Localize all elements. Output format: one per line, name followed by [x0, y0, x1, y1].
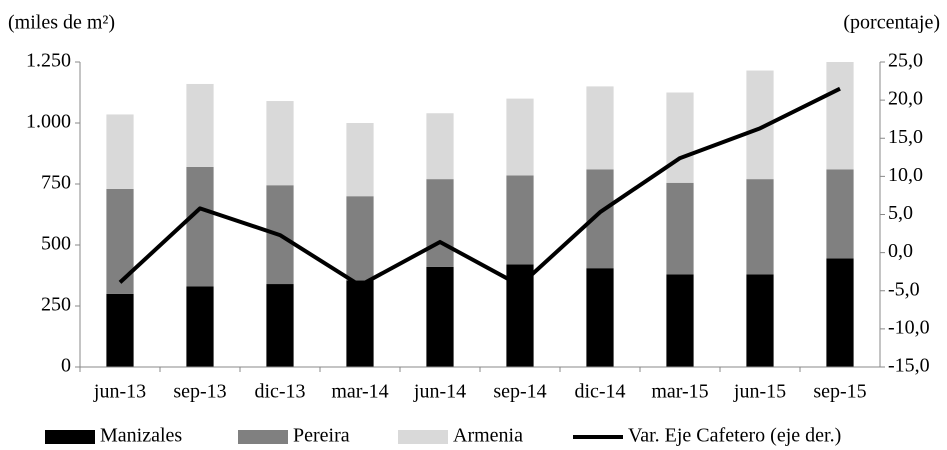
x-tick-label: dic-14	[574, 381, 625, 403]
x-tick-label: sep-15	[813, 381, 866, 403]
bar	[506, 98, 534, 176]
x-tick-label: mar-15	[651, 381, 708, 403]
y2-tick-label: 10,0	[888, 164, 923, 186]
legend-swatch	[238, 430, 288, 444]
y-tick-label: 0	[61, 355, 71, 377]
bar	[506, 175, 534, 265]
x-tick-label: jun-15	[733, 381, 786, 403]
x-tick-label: mar-14	[331, 381, 388, 403]
x-tick-label: dic-13	[254, 381, 305, 403]
bar	[106, 293, 134, 367]
bar	[186, 286, 214, 367]
bar	[266, 284, 294, 367]
bar	[266, 101, 294, 186]
y-tick-label: 1.250	[26, 50, 71, 72]
x-tick-label: jun-13	[93, 381, 146, 403]
y2-tick-label: 5,0	[888, 202, 913, 224]
bar	[346, 280, 374, 367]
bar	[106, 188, 134, 294]
y2-tick-label: 15,0	[888, 126, 923, 148]
bar	[346, 196, 374, 281]
bar	[666, 274, 694, 367]
legend-swatch	[45, 430, 95, 444]
x-tick-label: sep-14	[493, 381, 546, 403]
y-tick-label: 250	[41, 294, 71, 316]
legend-label: Var. Eje Cafetero (eje der.)	[628, 425, 841, 447]
bar	[666, 92, 694, 183]
bar	[826, 258, 854, 367]
y2-axis-label: (porcentaje)	[843, 12, 940, 34]
bar	[426, 266, 454, 367]
bar	[826, 62, 854, 170]
y-axis-label: (miles de m²)	[8, 12, 115, 34]
y2-tick-label: 20,0	[888, 88, 923, 110]
bar	[746, 179, 774, 275]
y-tick-label: 1.000	[26, 111, 71, 133]
bar	[746, 274, 774, 367]
legend-label: Manizales	[100, 425, 182, 447]
bar	[666, 182, 694, 275]
legend-label: Pereira	[293, 425, 350, 447]
y2-tick-label: -5,0	[888, 278, 920, 300]
x-tick-label: sep-13	[173, 381, 226, 403]
bar	[826, 169, 854, 259]
bar	[346, 123, 374, 197]
bar	[106, 114, 134, 189]
bar	[586, 86, 614, 170]
x-tick-label: jun-14	[413, 381, 466, 403]
y-tick-label: 750	[41, 172, 71, 194]
bar	[426, 179, 454, 267]
legend-label: Armenia	[453, 425, 523, 447]
line	[118, 86, 841, 288]
bar	[586, 268, 614, 367]
y2-tick-label: 25,0	[888, 50, 923, 72]
legend-swatch	[398, 430, 448, 444]
bar	[186, 83, 214, 167]
bar	[426, 113, 454, 180]
y2-tick-label: -10,0	[888, 316, 930, 338]
y2-tick-label: 0,0	[888, 240, 913, 262]
bar	[186, 166, 214, 287]
y2-tick-label: -15,0	[888, 355, 930, 377]
y-tick-label: 500	[41, 233, 71, 255]
